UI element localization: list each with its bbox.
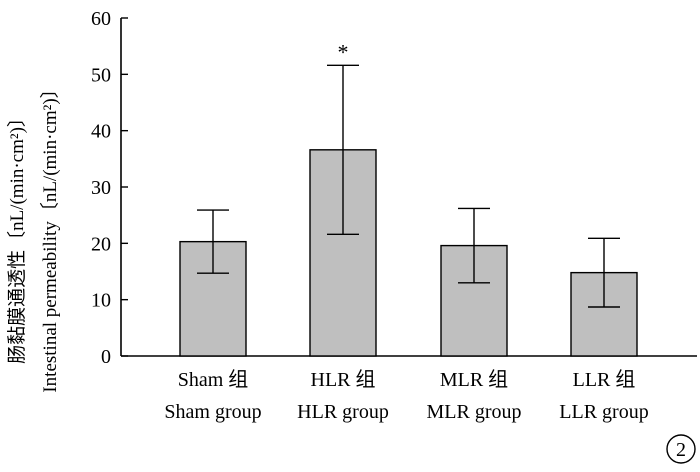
panel-badge: 2 [666, 434, 696, 464]
y-tick-label: 0 [101, 346, 111, 368]
category-label-chinese: Sham 组 [178, 368, 249, 391]
y-axis-title: 肠黏膜通透性〔nL/(min·cm²)〕 Intestinal permeabi… [6, 79, 61, 392]
category-label-chinese: LLR 组 [573, 368, 636, 391]
y-tick-label: 50 [91, 64, 111, 86]
category-label-chinese: MLR 组 [440, 368, 508, 391]
error-bars [197, 64, 620, 308]
y-axis-label-english: Intestinal permeability〔nL/(min·cm²)〕 [39, 79, 61, 392]
y-tick-label: 60 [91, 8, 111, 30]
y-tick-label: 10 [91, 290, 111, 312]
category-label-english: LLR group [559, 401, 648, 423]
annotations: * [338, 39, 349, 64]
category-label-chinese: HLR 组 [311, 368, 376, 391]
y-tick-label: 20 [91, 233, 111, 255]
panel-badge-circle [666, 434, 696, 464]
panel-badge-label: 2 [676, 439, 686, 461]
category-label-english: HLR group [297, 401, 389, 423]
category-label-english: Sham group [164, 401, 261, 423]
category-labels: Sham 组 Sham group HLR 组 HLR group MLR 组 MLR g… [164, 368, 648, 423]
y-axis-label-chinese: 肠黏膜通透性〔nL/(min·cm²)〕 [6, 108, 28, 364]
y-ticks: 0 10 20 30 40 50 60 [91, 8, 128, 368]
bars [179, 149, 638, 357]
category-label-english: MLR group [427, 401, 522, 423]
y-tick-label: 30 [91, 177, 111, 199]
significance-marker: * [338, 39, 349, 64]
y-tick-label: 40 [91, 121, 111, 143]
